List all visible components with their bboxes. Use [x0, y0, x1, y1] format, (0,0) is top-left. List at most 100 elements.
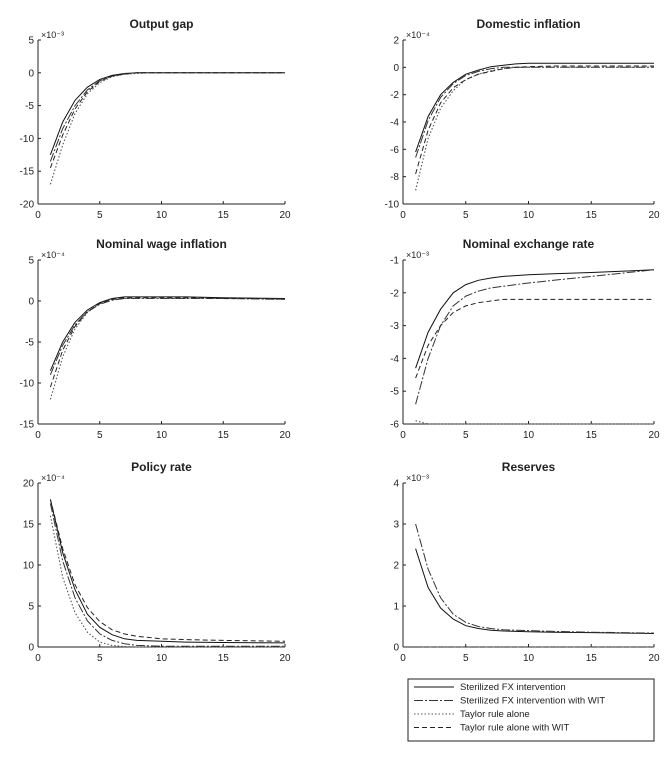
- y-tick-label: -2: [390, 288, 399, 299]
- x-tick-label: 0: [400, 430, 406, 441]
- y-tick-label: -2: [390, 90, 399, 101]
- legend-label-1: Sterilized FX intervention: [460, 682, 566, 693]
- y-tick-label: -10: [20, 379, 35, 390]
- y-tick-label: -5: [25, 338, 34, 349]
- series-line-2: [49, 503, 285, 647]
- panel-5: Policy rate ×10⁻⁴ 0 5 10 15 20 20 15 10 5 0: [23, 460, 291, 664]
- x-tick-label: 5: [97, 210, 103, 221]
- x-tick-label: 10: [523, 210, 535, 221]
- series-line-4: [415, 65, 654, 175]
- y-tick-label: 20: [23, 479, 35, 490]
- y-tick-label: 2: [393, 561, 399, 572]
- panel-title: Nominal wage inflation: [96, 237, 227, 251]
- axis-exponent: ×10⁻³: [41, 30, 64, 40]
- axis-exponent: ×10⁻³: [406, 250, 429, 260]
- series-line-4: [49, 297, 285, 388]
- x-tick-label: 15: [586, 653, 598, 664]
- x-tick-label: 20: [648, 430, 660, 441]
- x-tick-label: 10: [156, 210, 168, 221]
- y-tick-label: -3: [390, 321, 399, 332]
- y-tick-label: -1: [390, 256, 399, 267]
- y-tick-label: -8: [390, 172, 399, 183]
- series-line-4: [415, 298, 654, 379]
- panel-1: Output gap ×10⁻³ 0 5 10 15 20 5 0 -5 -10 -15 -20: [20, 17, 291, 221]
- series-line-3: [49, 72, 285, 185]
- y-tick-label: 0: [28, 68, 34, 79]
- panel-title: Nominal exchange rate: [463, 237, 595, 251]
- y-tick-label: -5: [25, 101, 34, 112]
- series-line-1: [49, 499, 286, 644]
- y-tick-label: -5: [390, 387, 399, 398]
- series-line-4: [49, 72, 285, 169]
- x-tick-label: 5: [463, 210, 469, 221]
- y-tick-label: 5: [28, 256, 34, 267]
- series-line-3: [415, 66, 654, 191]
- series-line-2: [415, 269, 655, 405]
- legend-label-4: Taylor rule alone with WIT: [460, 723, 569, 734]
- y-tick-label: -6: [390, 420, 399, 431]
- y-tick-label: -10: [385, 200, 400, 211]
- y-tick-label: 1: [393, 602, 399, 613]
- series-line-3: [415, 420, 654, 425]
- panel-4: Nominal exchange rate ×10⁻³ 0 5 10 15 20 -1 -2 -3…: [390, 237, 660, 441]
- legend: Sterilized FX intervention Sterilized FX …: [407, 678, 655, 742]
- y-tick-label: -15: [20, 420, 35, 431]
- x-tick-label: 0: [400, 210, 406, 221]
- y-tick-label: -10: [20, 134, 35, 145]
- y-tick-label: 0: [393, 643, 399, 654]
- y-tick-label: 2: [393, 36, 399, 47]
- axis-exponent: ×10⁻⁴: [41, 250, 65, 260]
- panel-title: Domestic inflation: [476, 17, 580, 31]
- x-tick-label: 15: [218, 210, 230, 221]
- x-tick-label: 5: [463, 653, 469, 664]
- series-line-1: [415, 548, 655, 634]
- y-tick-label: -4: [390, 118, 399, 129]
- legend-label-2: Sterilized FX intervention with WIT: [460, 696, 605, 707]
- x-tick-label: 15: [586, 210, 598, 221]
- series-line-1: [49, 296, 286, 371]
- x-tick-label: 15: [218, 653, 230, 664]
- y-tick-label: 4: [393, 479, 399, 490]
- x-tick-label: 0: [35, 430, 41, 441]
- axis-exponent: ×10⁻⁴: [406, 30, 430, 40]
- x-tick-label: 15: [218, 430, 230, 441]
- series-line-1: [49, 72, 285, 155]
- y-tick-label: 3: [393, 520, 399, 531]
- series-line-2: [49, 72, 285, 162]
- axis-exponent: ×10⁻⁴: [41, 473, 65, 483]
- x-tick-label: 20: [648, 210, 660, 221]
- x-tick-label: 5: [463, 430, 469, 441]
- panel-3: Nominal wage inflation ×10⁻⁴ 0 5 10 15 20 5 0 -5 -…: [20, 237, 291, 441]
- y-tick-label: -4: [390, 354, 399, 365]
- panel-2: Domestic inflation×10⁻⁴0 5 10 15 2020-2-4-6-…: [385, 17, 660, 221]
- x-tick-label: 10: [523, 430, 535, 441]
- legend-label-3: Taylor rule alone: [460, 709, 530, 720]
- series-line-2: [49, 298, 286, 375]
- series-line-2: [415, 523, 655, 634]
- x-tick-label: 10: [156, 430, 168, 441]
- x-tick-label: 20: [279, 210, 291, 221]
- y-tick-label: 0: [393, 63, 399, 74]
- x-tick-label: 20: [279, 430, 291, 441]
- panel-title: Output gap: [130, 17, 194, 31]
- x-tick-label: 0: [400, 653, 406, 664]
- y-tick-label: -20: [20, 200, 35, 211]
- y-tick-label: 0: [28, 643, 34, 654]
- x-tick-label: 0: [35, 653, 41, 664]
- x-tick-label: 5: [97, 653, 103, 664]
- axis-exponent: ×10⁻³: [406, 473, 429, 483]
- panel-title: Reserves: [502, 460, 556, 474]
- x-tick-label: 0: [35, 210, 41, 221]
- x-tick-label: 15: [586, 430, 598, 441]
- series-line-1: [415, 269, 655, 369]
- y-tick-label: 10: [23, 561, 35, 572]
- series-line-4: [49, 499, 286, 642]
- panel-title: Policy rate: [131, 460, 192, 474]
- y-tick-label: 5: [28, 602, 34, 613]
- x-tick-label: 10: [156, 653, 168, 664]
- x-tick-label: 20: [648, 653, 660, 664]
- y-tick-label: 5: [28, 36, 34, 47]
- series-line-3: [49, 297, 286, 400]
